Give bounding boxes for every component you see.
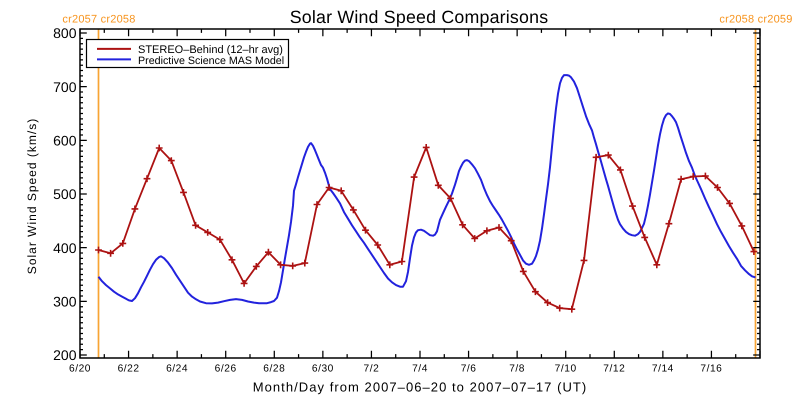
svg-text:6/30: 6/30 (312, 363, 334, 374)
svg-text:Predictive Science MAS Model: Predictive Science MAS Model (138, 55, 284, 67)
svg-text:6/28: 6/28 (263, 363, 285, 374)
svg-text:7/4: 7/4 (412, 363, 428, 374)
svg-text:cr2057 cr2058: cr2057 cr2058 (62, 14, 135, 26)
svg-text:7/16: 7/16 (700, 363, 722, 374)
svg-text:STEREO–Behind (12–hr avg): STEREO–Behind (12–hr avg) (138, 44, 283, 56)
svg-text:800: 800 (53, 25, 77, 41)
svg-text:700: 700 (53, 79, 77, 95)
svg-text:6/20: 6/20 (69, 363, 91, 374)
svg-text:6/22: 6/22 (118, 363, 140, 374)
svg-text:6/24: 6/24 (166, 363, 188, 374)
svg-text:Month/Day from 2007–06–20 to 2: Month/Day from 2007–06–20 to 2007–07–17 … (253, 379, 588, 394)
svg-text:6/26: 6/26 (215, 363, 237, 374)
svg-text:400: 400 (53, 240, 77, 256)
svg-text:7/10: 7/10 (555, 363, 577, 374)
svg-text:7/14: 7/14 (652, 363, 674, 374)
svg-text:cr2058 cr2059: cr2058 cr2059 (719, 14, 792, 26)
svg-text:7/6: 7/6 (461, 363, 477, 374)
svg-text:300: 300 (53, 293, 77, 309)
svg-text:500: 500 (53, 186, 77, 202)
svg-text:Solar Wind Speed Comparisons: Solar Wind Speed Comparisons (290, 7, 549, 27)
svg-text:Solar Wind Speed (km/s): Solar Wind Speed (km/s) (25, 118, 39, 274)
svg-text:7/8: 7/8 (509, 363, 525, 374)
svg-text:7/12: 7/12 (603, 363, 625, 374)
svg-text:200: 200 (53, 347, 77, 363)
svg-text:7/2: 7/2 (363, 363, 379, 374)
svg-text:600: 600 (53, 132, 77, 148)
